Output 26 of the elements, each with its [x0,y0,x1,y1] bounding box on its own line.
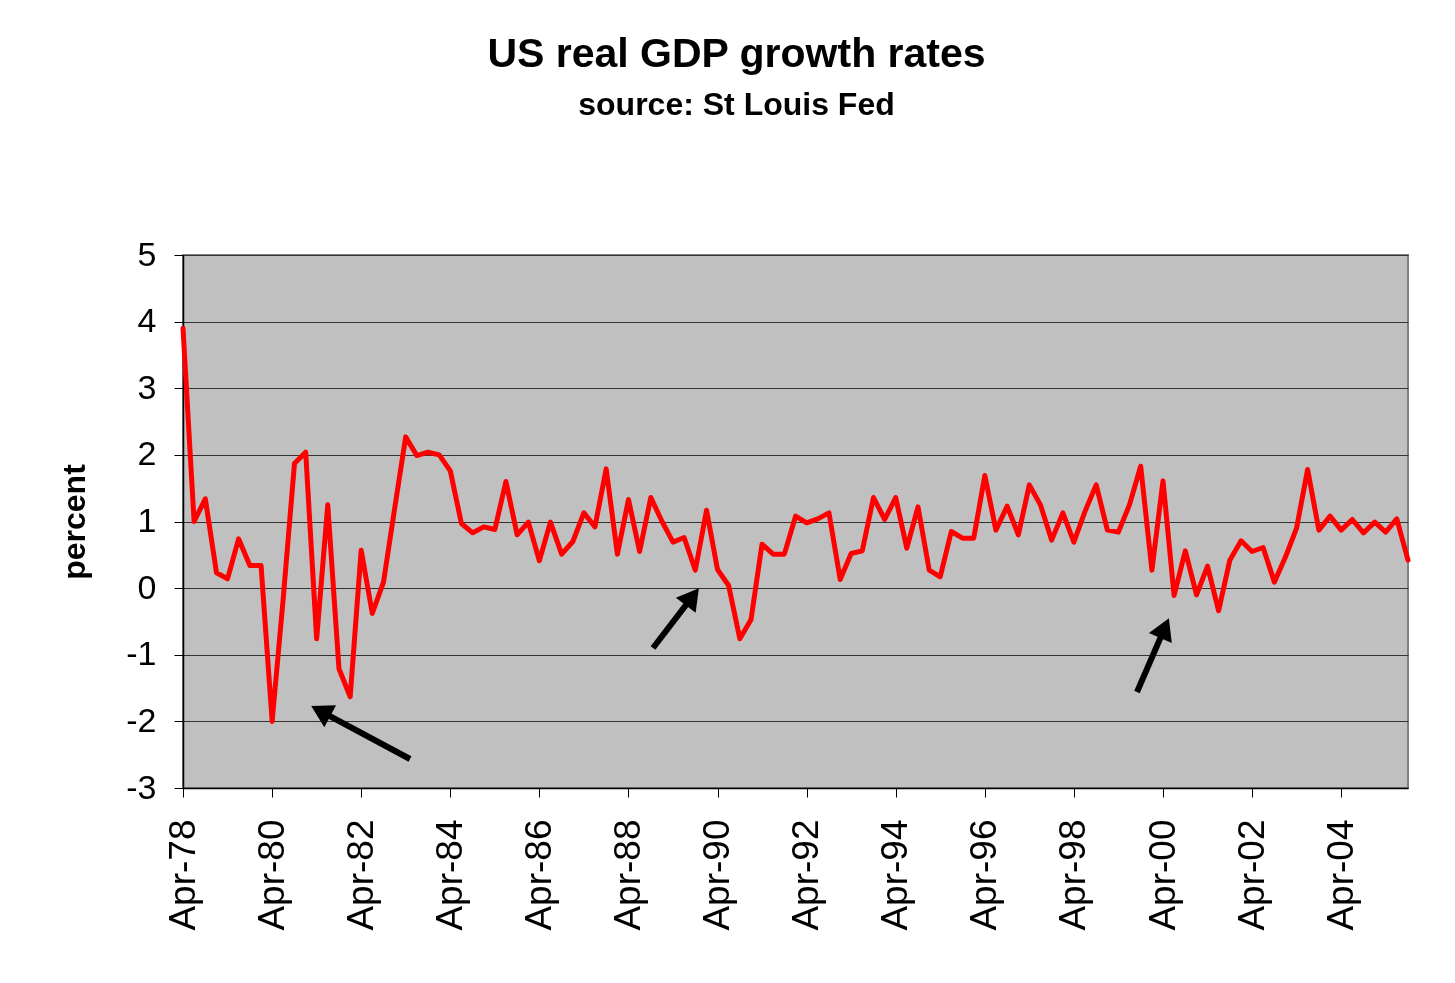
x-tick-label: Apr-90 [696,819,738,931]
x-tick-label: Apr-92 [785,819,827,931]
x-tick-label: Apr-04 [1319,819,1361,931]
y-tick-label: -1 [126,634,157,673]
x-tick-label: Apr-00 [1141,819,1183,931]
x-tick-label: Apr-82 [339,819,381,931]
x-tick-label: Apr-88 [606,819,648,931]
y-tick-label: 1 [137,501,157,539]
chart-subtitle: source: St Louis Fed [578,86,895,122]
y-tick-label: 2 [137,434,157,473]
x-tick-label: Apr-98 [1052,819,1094,931]
y-tick-label: 0 [137,567,157,606]
x-tick-label: Apr-78 [161,819,203,931]
x-tick-label: Apr-02 [1230,819,1272,931]
y-axis-title: percent [56,463,93,580]
y-tick-label: 3 [137,367,157,406]
x-tick-label: Apr-86 [517,819,559,931]
x-tick-label: Apr-80 [250,819,292,931]
y-tick-label: 5 [137,234,157,273]
x-tick-label: Apr-94 [874,819,916,931]
chart-title: US real GDP growth rates [487,30,986,76]
x-tick-label: Apr-96 [963,819,1005,931]
y-tick-label: -3 [126,767,157,806]
y-tick-label: -2 [126,700,157,739]
x-tick-label: Apr-84 [428,819,470,931]
y-tick-label: 4 [137,301,157,340]
